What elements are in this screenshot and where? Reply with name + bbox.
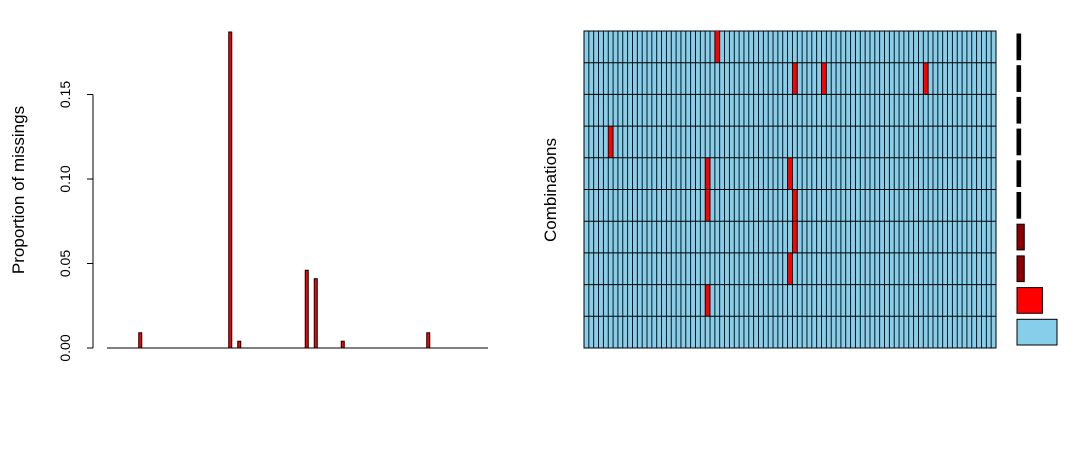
missing-cell: [923, 62, 929, 95]
y-tick-label: 0.00: [57, 334, 73, 361]
missing-cell: [705, 189, 711, 222]
combination-frequency-bars: [1016, 33, 1058, 346]
heatmap-grid: [583, 30, 997, 349]
frequency-bar: [1016, 287, 1043, 314]
y-axis-label: Proportion of missings: [9, 106, 28, 274]
frequency-bar: [1016, 160, 1022, 188]
missing-cell: [608, 126, 614, 158]
missing-combinations-chart: Combinations: [541, 30, 1058, 349]
frequency-bar: [1016, 65, 1022, 92]
combinations-axis-label: Combinations: [541, 138, 560, 242]
bar: [426, 332, 431, 349]
y-tick-label: 0.10: [57, 165, 73, 192]
missing-cell: [787, 252, 793, 285]
y-tick-label: 0.05: [57, 250, 73, 277]
missing-cell: [714, 31, 720, 63]
missing-cell: [821, 62, 827, 95]
bar: [304, 269, 309, 349]
frequency-bar: [1016, 192, 1022, 219]
bar-series: [138, 31, 431, 349]
missing-cell: [792, 189, 798, 222]
missing-proportion-chart: 0.00 0.05 0.10 0.15 Proportion of missings: [9, 31, 488, 362]
y-tick-label: 0.15: [57, 81, 73, 108]
bar: [340, 340, 345, 349]
frequency-bar: [1016, 223, 1025, 251]
frequency-bar: [1016, 128, 1022, 156]
frequency-bar: [1016, 96, 1022, 124]
y-axis: 0.00 0.05 0.10 0.15: [57, 81, 94, 362]
missing-cell: [792, 221, 798, 253]
bar: [138, 332, 143, 349]
missing-cell: [792, 62, 798, 95]
missing-cell: [705, 284, 711, 317]
frequency-bar: [1016, 255, 1025, 283]
frequency-bar: [1016, 318, 1058, 346]
frequency-bar: [1016, 33, 1022, 61]
missing-cell: [705, 157, 711, 190]
bar: [237, 340, 242, 349]
bar: [313, 278, 318, 349]
bar: [228, 31, 233, 349]
missing-cell: [787, 157, 793, 190]
